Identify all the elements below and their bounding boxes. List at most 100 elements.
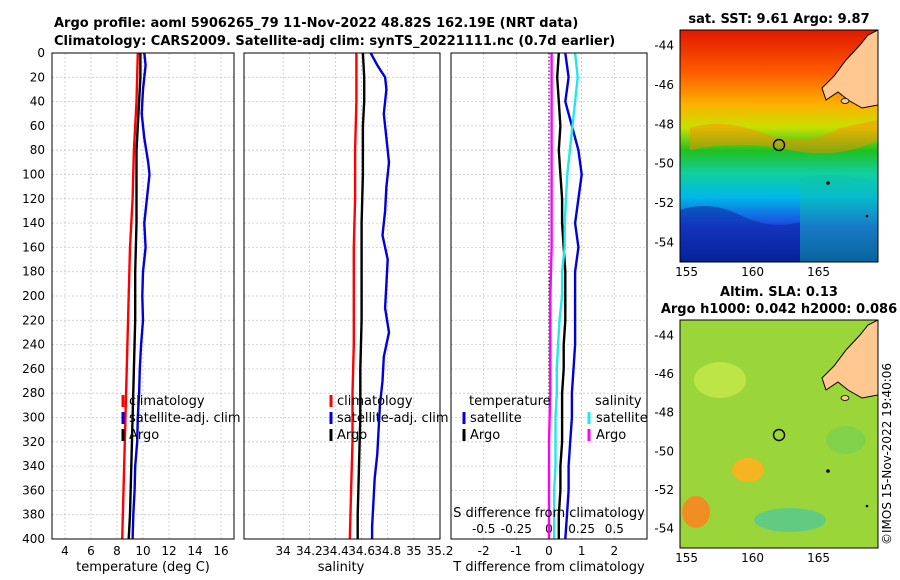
sla-argo-marker	[772, 428, 786, 442]
difference-series	[547, 52, 583, 540]
s-tick-label: -0.5	[472, 522, 495, 536]
title-line-1: Argo profile: aoml 5906265_79 11-Nov-202…	[54, 16, 578, 31]
y-tick-label: 200	[22, 289, 45, 303]
y-tick-label: 140	[22, 216, 45, 230]
x-tick-label: 8	[113, 544, 121, 558]
map-lat-label: -54	[654, 235, 674, 249]
map-lat-label: -52	[654, 196, 674, 210]
x-tick-label: -1	[510, 544, 522, 558]
sst-mid-patch	[800, 174, 878, 262]
sst-map-title: sat. SST: 9.61 Argo: 9.87	[688, 12, 869, 27]
x-tick-label: 16	[213, 544, 228, 558]
salinity-tick-labels: 34 34.2 34.4 34.6 34.8 35 35.2	[276, 544, 454, 558]
sst-argo-marker	[772, 138, 786, 152]
s-tick-label: -0.25	[501, 522, 532, 536]
series-line-s-satellite	[553, 52, 579, 539]
map-lat-label: -48	[654, 406, 674, 420]
s-difference-xlabel: S difference from climatology	[453, 506, 645, 521]
series-line-climatology	[121, 52, 139, 540]
sla-axes-box	[679, 319, 879, 549]
salinity-legend: climatology satellite-adj. clim Argo	[329, 394, 449, 443]
x-tick-label: 35	[406, 544, 421, 558]
salinity-panel: 34 34.2 34.4 34.6 34.8 35 35.2 salinity climat…	[243, 52, 454, 575]
sst-map-ticks: 155 160 165 -44 -46 -48 -50 -52 -54	[654, 39, 830, 279]
x-tick-label: 34.4	[322, 544, 349, 558]
legend-climatology-label: climatology	[129, 394, 205, 409]
series-line-climatology	[348, 53, 358, 540]
x-tick-label: 35.2	[427, 544, 454, 558]
sla-low-patch	[754, 508, 826, 532]
sst-island-dot-2	[865, 214, 869, 218]
sla-map-ticks: 155 160 165 -44 -46 -48 -50 -52 -54	[654, 328, 830, 565]
map-lat-label: -44	[654, 328, 674, 342]
y-tick-label: 20	[30, 70, 45, 84]
sla-mid-patch	[826, 426, 866, 454]
sst-warm-band	[690, 120, 878, 154]
map-lat-label: -46	[654, 78, 674, 92]
map-lon-label: 160	[741, 551, 764, 565]
map-lat-label: -50	[654, 444, 674, 458]
y-tick-label: 360	[22, 483, 45, 497]
difference-legend: temperature satellite Argo salinity sate…	[462, 394, 648, 443]
sst-axes-box	[679, 29, 879, 263]
y-tick-label: 40	[30, 95, 45, 109]
sla-high-patch	[732, 458, 764, 482]
x-tick-label: 0	[545, 544, 553, 558]
map-lon-label: 165	[807, 551, 830, 565]
x-tick-label: 34	[276, 544, 291, 558]
legend-argo-label: Argo	[129, 428, 159, 443]
x-tick-label: 10	[135, 544, 150, 558]
legend-s-satellite-label: satellite	[596, 411, 648, 426]
s-tick-label: 0.25	[568, 522, 595, 536]
salinity-axes-box	[243, 52, 441, 540]
map-lat-label: -54	[654, 522, 674, 536]
sst-landmass	[821, 30, 878, 109]
temperature-panel: 0 20 40 60 80 100 120 140 160 180 200 220 240 260 280 3…	[22, 46, 241, 575]
map-lon-label: 155	[675, 551, 698, 565]
x-tick-label: 14	[187, 544, 202, 558]
y-tick-label: 400	[22, 532, 45, 546]
salinity-grid	[244, 52, 441, 540]
x-tick-label: 12	[161, 544, 176, 558]
legend-satellite-label: satellite-adj. clim	[337, 411, 449, 426]
series-line-t-satellite	[564, 52, 583, 540]
x-tick-label: 34.8	[374, 544, 401, 558]
sla-landmass	[821, 320, 878, 399]
salinity-series	[348, 52, 391, 540]
legend-climatology-label: climatology	[337, 394, 413, 409]
sst-island	[840, 98, 850, 104]
legend-temperature-title: temperature	[469, 394, 551, 409]
temperature-xlabel: temperature (deg C)	[76, 560, 210, 575]
sla-high-patch-2	[682, 496, 710, 528]
legend-t-argo-label: Argo	[470, 428, 500, 443]
sst-island-dot	[826, 181, 830, 185]
series-line-t-argo	[556, 52, 567, 539]
x-tick-label: -2	[478, 544, 490, 558]
sla-island-dot	[826, 469, 830, 473]
y-tick-label: 380	[22, 508, 45, 522]
t-difference-xlabel: T difference from climatology	[452, 560, 645, 575]
map-lat-label: -50	[654, 157, 674, 171]
y-tick-label: 240	[22, 338, 45, 352]
legend-t-satellite-label: satellite	[470, 411, 522, 426]
map-lon-label: 155	[675, 265, 698, 279]
legend-salinity-title: salinity	[595, 394, 642, 409]
imos-watermark: ©IMOS 15-Nov-2022 19:40:06	[880, 363, 894, 545]
y-tick-label: 280	[22, 386, 45, 400]
s-tick-label: 0.5	[605, 522, 624, 536]
y-tick-label: 340	[22, 459, 45, 473]
salinity-xlabel: salinity	[318, 560, 365, 575]
sla-map-title: Altim. SLA: 0.13	[720, 285, 838, 300]
map-lat-label: -46	[654, 367, 674, 381]
map-lat-label: -48	[654, 117, 674, 131]
x-tick-label: 1	[578, 544, 586, 558]
difference-panel: -2 -1 0 1 2 -0.5 -0.25 0 0.25 0.5 S difference f…	[450, 52, 648, 575]
series-line-satellite-adj-clim	[369, 52, 391, 539]
y-tick-label: 80	[30, 143, 45, 157]
temperature-legend: climatology satellite-adj. clim Argo	[121, 394, 241, 443]
x-tick-label: 6	[87, 544, 95, 558]
y-tick-label: 160	[22, 240, 45, 254]
y-tick-label: 100	[22, 168, 45, 182]
legend-s-argo-label: Argo	[596, 428, 626, 443]
